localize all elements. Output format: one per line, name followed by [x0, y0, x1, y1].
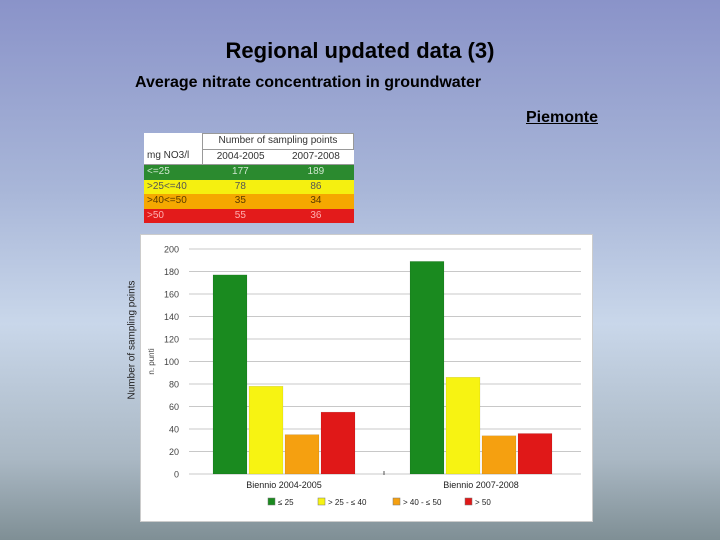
legend-label: > 25 - ≤ 40: [328, 498, 367, 507]
bar: [409, 261, 445, 475]
legend-label: > 50: [475, 498, 491, 507]
bar: [284, 434, 320, 475]
legend-swatch: [464, 497, 473, 506]
bar-chart: 0 20 40 60 80 100 120 140 160 180 200 n. punti Bienn…: [147, 245, 581, 507]
region-label: Piemonte: [525, 109, 598, 126]
y-tick-label: 40: [169, 425, 179, 435]
sampling-points-table: Number of sampling points mg NO3/l 2004-…: [144, 133, 355, 223]
slide-subtitle: Average nitrate concentration in groundw…: [135, 74, 482, 91]
table-cell-label: >40<=50: [144, 194, 203, 209]
table-row: >50 55 36: [144, 208, 354, 223]
y-tick-label: 60: [169, 402, 179, 412]
table-cell: 55: [202, 208, 279, 223]
x-category-label: Biennio 2004-2005: [246, 480, 322, 490]
y-tick-label: 200: [164, 245, 179, 255]
y-tick-label: 180: [164, 267, 179, 277]
chart-outer-y-axis-label: Number of sampling points: [126, 280, 138, 400]
table-subheader-row: mg NO3/l 2004-2005 2007-2008: [144, 149, 354, 165]
chart-inner-y-axis-label: n. punti: [147, 348, 156, 374]
legend-label: ≤ 25: [278, 498, 294, 507]
table-cell-label: <=25: [144, 164, 203, 180]
y-tick-label: 80: [169, 380, 179, 390]
x-category-label: Biennio 2007-2008: [443, 480, 519, 490]
table-cell-label: >50: [144, 208, 203, 223]
table-cell: 189: [278, 164, 354, 180]
table-cell-label: >25<=40: [144, 179, 203, 194]
y-tick-label: 120: [164, 335, 179, 345]
table-row: <=25 177 189: [144, 164, 354, 180]
table-cell: 34: [278, 194, 354, 209]
bar: [248, 386, 284, 475]
legend-swatch: [392, 497, 401, 506]
table-row: >40<=50 35 34: [144, 194, 354, 209]
y-tick-label: 0: [174, 470, 179, 480]
legend-swatch: [267, 497, 276, 506]
table-cell: 86: [278, 179, 354, 194]
table-cell: 35: [202, 194, 279, 209]
y-tick-label: 160: [164, 290, 179, 300]
table-group-header: Number of sampling points: [201, 133, 355, 150]
table-col-header: 2007-2008: [278, 149, 354, 165]
table-cell: 177: [202, 164, 279, 180]
bar: [445, 377, 481, 475]
table-cell: 36: [278, 208, 354, 223]
y-tick-label: 140: [164, 312, 179, 322]
legend-label: > 40 - ≤ 50: [403, 498, 442, 507]
table-header-row: Number of sampling points: [144, 133, 355, 150]
bar: [212, 274, 248, 475]
table-unit-header: mg NO3/l: [144, 149, 203, 165]
y-tick-label: 100: [164, 357, 179, 367]
legend-swatch: [317, 497, 326, 506]
bar: [320, 411, 356, 475]
table-row: >25<=40 78 86: [144, 179, 354, 194]
chart-panel: 0 20 40 60 80 100 120 140 160 180 200 n. punti Bienn…: [140, 234, 593, 522]
table-cell: 78: [202, 179, 279, 194]
bar: [517, 433, 553, 475]
table-col-header: 2004-2005: [201, 149, 279, 165]
bar: [481, 435, 517, 475]
y-tick-label: 20: [169, 447, 179, 457]
table-corner-cell: [144, 133, 203, 149]
slide-title: Regional updated data (3): [225, 38, 495, 63]
